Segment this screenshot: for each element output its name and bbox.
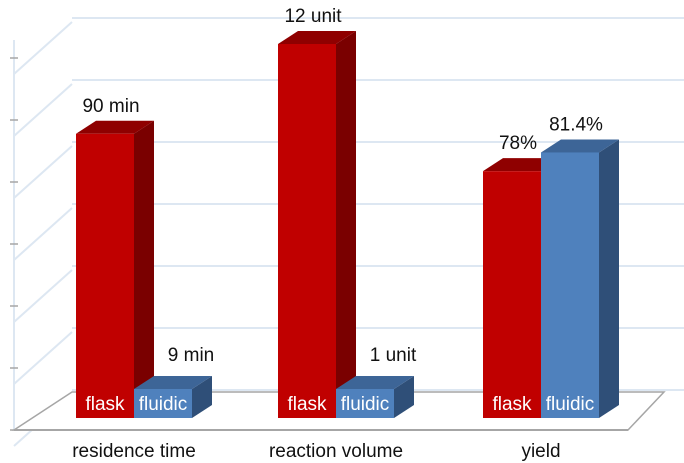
gridline-side (13, 207, 73, 261)
bar-flask-top (278, 31, 356, 44)
bar-flask-front (76, 133, 134, 418)
bar-label-flask: flask (492, 394, 532, 415)
value-label-flask: 12 unit (284, 6, 342, 27)
x-tick-label: reaction volume (269, 441, 403, 462)
bar-label-flask: flask (287, 394, 327, 415)
bar-fluidic-0 (134, 376, 212, 418)
bar-fluidic-front (336, 389, 394, 418)
value-label-flask: 90 min (82, 96, 139, 117)
bar-flask-top (76, 120, 154, 134)
gridline-side (13, 21, 73, 75)
bar-fluidic-top (134, 376, 212, 389)
bar-fluidic-top (336, 376, 414, 389)
gridline-side (13, 331, 73, 385)
x-tick-label: yield (521, 441, 560, 462)
bar-fluidic-top (541, 139, 619, 153)
bar-label-fluidic: fluidic (546, 394, 595, 415)
bar-flask-side (336, 31, 356, 418)
bar-label-flask: flask (85, 394, 125, 415)
value-label-fluidic: 9 min (168, 345, 214, 366)
bar-fluidic-side (192, 376, 212, 418)
bar-flask-side (134, 120, 154, 418)
gridline-side (13, 269, 73, 323)
bar-label-fluidic: fluidic (139, 394, 188, 415)
bar-flask-front (483, 171, 541, 418)
bar-fluidic-1 (336, 376, 414, 418)
value-label-fluidic: 81.4% (549, 114, 603, 135)
bar-flask-0 (76, 120, 154, 418)
value-label-fluidic: 1 unit (370, 345, 417, 366)
bar-fluidic-front (541, 152, 599, 418)
bar-fluidic-2 (541, 139, 619, 418)
bar-fluidic-front (134, 389, 192, 418)
bar-flask-1 (278, 31, 356, 418)
bar-label-fluidic: fluidic (341, 394, 390, 415)
bar-fluidic-side (599, 139, 619, 418)
gridline-side (13, 83, 73, 137)
bar-fluidic-side (394, 376, 414, 418)
value-label-flask: 78% (499, 133, 537, 154)
x-tick-label: residence time (72, 441, 196, 462)
bar-flask-front (278, 44, 336, 418)
gridline-side (13, 145, 73, 199)
labels: flask 90 min fluidic 9 min residence time fla… (72, 6, 603, 462)
bars (76, 31, 619, 418)
